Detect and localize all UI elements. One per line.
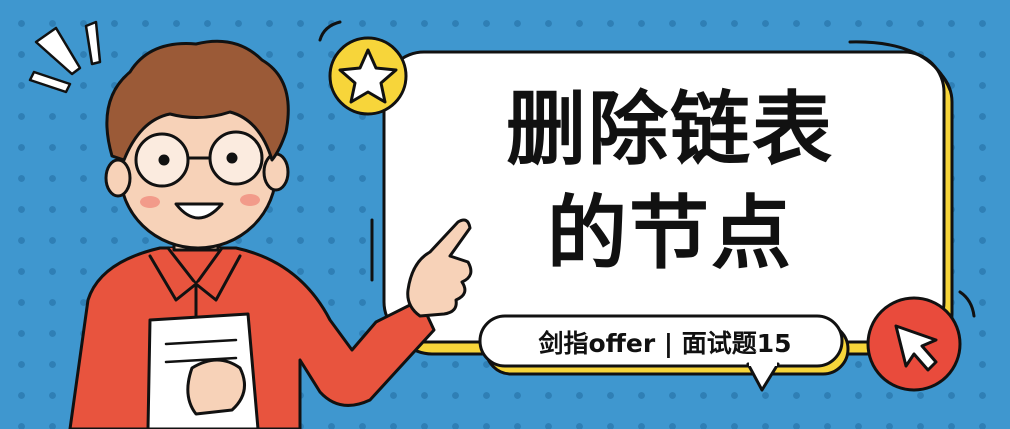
title-line-2: 的节点 [547, 187, 793, 280]
page-title: 删除链表 的节点 [400, 78, 940, 286]
burst-lines-icon [28, 20, 102, 94]
subtitle-pill [478, 314, 850, 392]
subtitle-text: 剑指offer | 面试题15 [538, 329, 792, 358]
title-card [370, 40, 954, 356]
cursor-arrow-icon [866, 290, 976, 392]
star-icon [318, 20, 408, 116]
cartoon-character [68, 39, 473, 429]
title-line-1: 删除链表 [506, 83, 834, 176]
